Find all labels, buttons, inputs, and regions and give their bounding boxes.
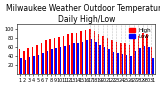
Bar xyxy=(36,45,38,74)
Bar xyxy=(32,47,33,74)
Bar xyxy=(51,49,52,74)
Bar xyxy=(116,42,117,74)
Bar xyxy=(23,51,24,74)
Bar xyxy=(42,53,44,74)
Bar xyxy=(24,60,26,74)
Bar xyxy=(38,55,39,74)
Bar xyxy=(64,46,66,74)
Bar xyxy=(89,29,91,74)
Bar xyxy=(146,34,148,74)
Bar xyxy=(138,36,139,74)
Bar xyxy=(102,36,104,74)
Bar xyxy=(27,48,29,74)
Bar xyxy=(33,56,35,74)
Bar xyxy=(108,49,110,74)
Bar xyxy=(72,33,73,74)
Bar xyxy=(113,52,114,74)
Bar xyxy=(47,51,48,74)
Bar xyxy=(20,58,22,74)
Bar xyxy=(93,31,95,74)
Bar xyxy=(98,34,100,74)
Bar xyxy=(107,38,108,74)
Bar xyxy=(120,43,121,74)
Bar xyxy=(133,38,135,74)
Bar xyxy=(82,42,83,74)
Bar xyxy=(86,40,88,74)
Bar xyxy=(126,55,128,74)
Bar xyxy=(124,43,126,74)
Bar xyxy=(148,47,149,74)
Bar xyxy=(80,31,82,74)
Bar xyxy=(144,46,145,74)
Bar xyxy=(76,33,77,74)
Bar xyxy=(60,47,61,74)
Bar xyxy=(130,56,132,74)
Bar xyxy=(129,45,130,74)
Bar xyxy=(104,47,105,74)
Title: Milwaukee Weather Outdoor Temperature
Daily High/Low: Milwaukee Weather Outdoor Temperature Da… xyxy=(6,4,160,24)
Bar xyxy=(69,45,70,74)
Bar xyxy=(77,43,79,74)
Legend: High, Low: High, Low xyxy=(128,27,153,40)
Bar xyxy=(73,43,75,74)
Bar xyxy=(67,34,69,74)
Bar xyxy=(142,33,144,74)
Bar xyxy=(100,45,101,74)
Bar xyxy=(139,48,141,74)
Bar xyxy=(85,30,86,74)
Bar xyxy=(151,47,152,74)
Bar xyxy=(111,40,113,74)
Bar xyxy=(135,51,136,74)
Bar xyxy=(152,58,154,74)
Bar xyxy=(58,37,60,74)
Bar xyxy=(19,49,20,74)
Bar xyxy=(117,53,119,74)
Bar xyxy=(29,57,30,74)
Bar xyxy=(91,39,92,74)
Bar xyxy=(54,38,55,74)
Bar xyxy=(95,42,97,74)
Bar xyxy=(121,54,123,74)
Bar xyxy=(63,36,64,74)
Bar xyxy=(49,39,51,74)
Bar xyxy=(55,48,57,74)
Bar xyxy=(45,40,47,74)
Bar xyxy=(41,43,42,74)
